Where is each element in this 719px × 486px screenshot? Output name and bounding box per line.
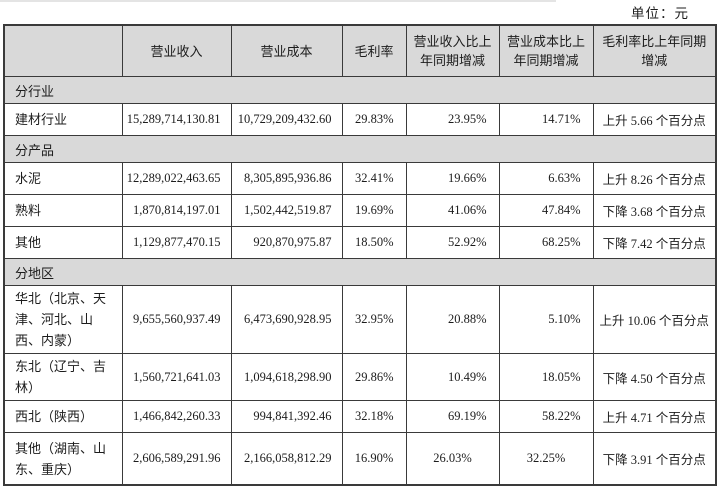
margin-cell: 19.69% [341,194,407,227]
row-label-cell: 熟料 [3,194,123,227]
section-label-cell: 分产品 [3,135,717,163]
revenue-cell: 1,870,814,197.01 [121,194,232,227]
revenue-yoy-cell: 52.92% [405,226,500,259]
page-top-divider [0,0,556,2]
header-margin: 毛利率 [341,24,407,77]
section-row-region: 分地区 [3,258,717,286]
table-header-row: 营业收入 营业成本 毛利率 营业收入比上年同期增减 营业成本比上年同期增减 毛利… [3,24,717,77]
cost-cell: 10,729,209,432.60 [230,103,343,136]
revenue-yoy-cell: 26.03% [405,432,500,486]
margin-yoy-cell: 下降 4.50 个百分点 [592,353,717,401]
revenue-cell: 1,129,877,470.15 [121,226,232,259]
header-cost: 营业成本 [230,24,343,77]
header-cost-yoy: 营业成本比上年同期增减 [498,24,594,77]
revenue-yoy-cell: 10.49% [405,353,500,401]
row-label-cell: 水泥 [3,162,123,195]
cost-yoy-cell: 5.10% [498,285,594,354]
revenue-cell: 15,289,714,130.81 [121,103,232,136]
row-label-cell: 其他 [3,226,123,259]
cost-cell: 920,870,975.87 [230,226,343,259]
header-margin-yoy: 毛利率比上年同期增减 [592,24,717,77]
margin-cell: 32.18% [341,400,407,433]
margin-cell: 16.90% [341,432,407,486]
revenue-cell: 1,466,842,260.33 [121,400,232,433]
margin-cell: 29.83% [341,103,407,136]
revenue-yoy-cell: 69.19% [405,400,500,433]
table-row-clinker: 熟料 1,870,814,197.01 1,502,442,519.87 19.… [3,194,717,227]
margin-cell: 32.41% [341,162,407,195]
revenue-cell: 9,655,560,937.49 [121,285,232,354]
revenue-cell: 12,289,022,463.65 [121,162,232,195]
margin-cell: 29.86% [341,353,407,401]
margin-yoy-cell: 下降 3.91 个百分点 [592,432,717,486]
cost-yoy-cell: 47.84% [498,194,594,227]
section-row-industry: 分行业 [3,76,717,104]
revenue-cell: 1,560,721,641.03 [121,353,232,401]
margin-yoy-cell: 上升 10.06 个百分点 [592,285,717,354]
cost-cell: 6,473,690,928.95 [230,285,343,354]
margin-yoy-cell: 上升 5.66 个百分点 [592,103,717,136]
header-blank-cell [3,24,123,77]
cost-yoy-cell: 68.25% [498,226,594,259]
section-row-product: 分产品 [3,135,717,163]
margin-cell: 32.95% [341,285,407,354]
revenue-yoy-cell: 19.66% [405,162,500,195]
cost-yoy-cell: 6.63% [498,162,594,195]
cost-cell: 1,094,618,298.90 [230,353,343,401]
table-row-north-china: 华北（北京、天津、河北、山西、内蒙） 9,655,560,937.49 6,47… [3,285,717,354]
revenue-cell: 2,606,589,291.96 [121,432,232,486]
row-label-cell: 华北（北京、天津、河北、山西、内蒙） [3,285,123,354]
margin-yoy-cell: 上升 8.26 个百分点 [592,162,717,195]
table-row-other-region: 其他（湖南、山东、重庆） 2,606,589,291.96 2,166,058,… [3,432,717,486]
row-label-cell: 东北（辽宁、吉林） [3,353,123,401]
cost-cell: 8,305,895,936.86 [230,162,343,195]
cost-cell: 2,166,058,812.29 [230,432,343,486]
table-row-building-materials: 建材行业 15,289,714,130.81 10,729,209,432.60… [3,103,717,136]
header-revenue-yoy: 营业收入比上年同期增减 [405,24,500,77]
row-label-cell: 建材行业 [3,103,123,136]
cost-yoy-cell: 32.25% [498,432,594,486]
table-row-other-product: 其他 1,129,877,470.15 920,870,975.87 18.50… [3,226,717,259]
margin-cell: 18.50% [341,226,407,259]
cost-yoy-cell: 14.71% [498,103,594,136]
unit-label: 单位：元 [631,6,689,21]
cost-yoy-cell: 18.05% [498,353,594,401]
header-revenue: 营业收入 [121,24,232,77]
revenue-yoy-cell: 23.95% [405,103,500,136]
margin-yoy-cell: 上升 4.71 个百分点 [592,400,717,433]
revenue-yoy-cell: 20.88% [405,285,500,354]
cost-cell: 1,502,442,519.87 [230,194,343,227]
row-label-cell: 西北（陕西） [3,400,123,433]
revenue-yoy-cell: 41.06% [405,194,500,227]
row-label-cell: 其他（湖南、山东、重庆） [3,432,123,486]
cost-cell: 994,841,392.46 [230,400,343,433]
margin-yoy-cell: 下降 7.42 个百分点 [592,226,717,259]
section-label-cell: 分地区 [3,258,717,286]
margin-yoy-cell: 下降 3.68 个百分点 [592,194,717,227]
table-row-cement: 水泥 12,289,022,463.65 8,305,895,936.86 32… [3,162,717,195]
cost-yoy-cell: 58.22% [498,400,594,433]
section-label-cell: 分行业 [3,76,717,104]
segment-financials-table: 营业收入 营业成本 毛利率 营业收入比上年同期增减 营业成本比上年同期增减 毛利… [3,24,717,486]
table-row-northwest: 西北（陕西） 1,466,842,260.33 994,841,392.46 3… [3,400,717,433]
table-row-northeast: 东北（辽宁、吉林） 1,560,721,641.03 1,094,618,298… [3,353,717,401]
